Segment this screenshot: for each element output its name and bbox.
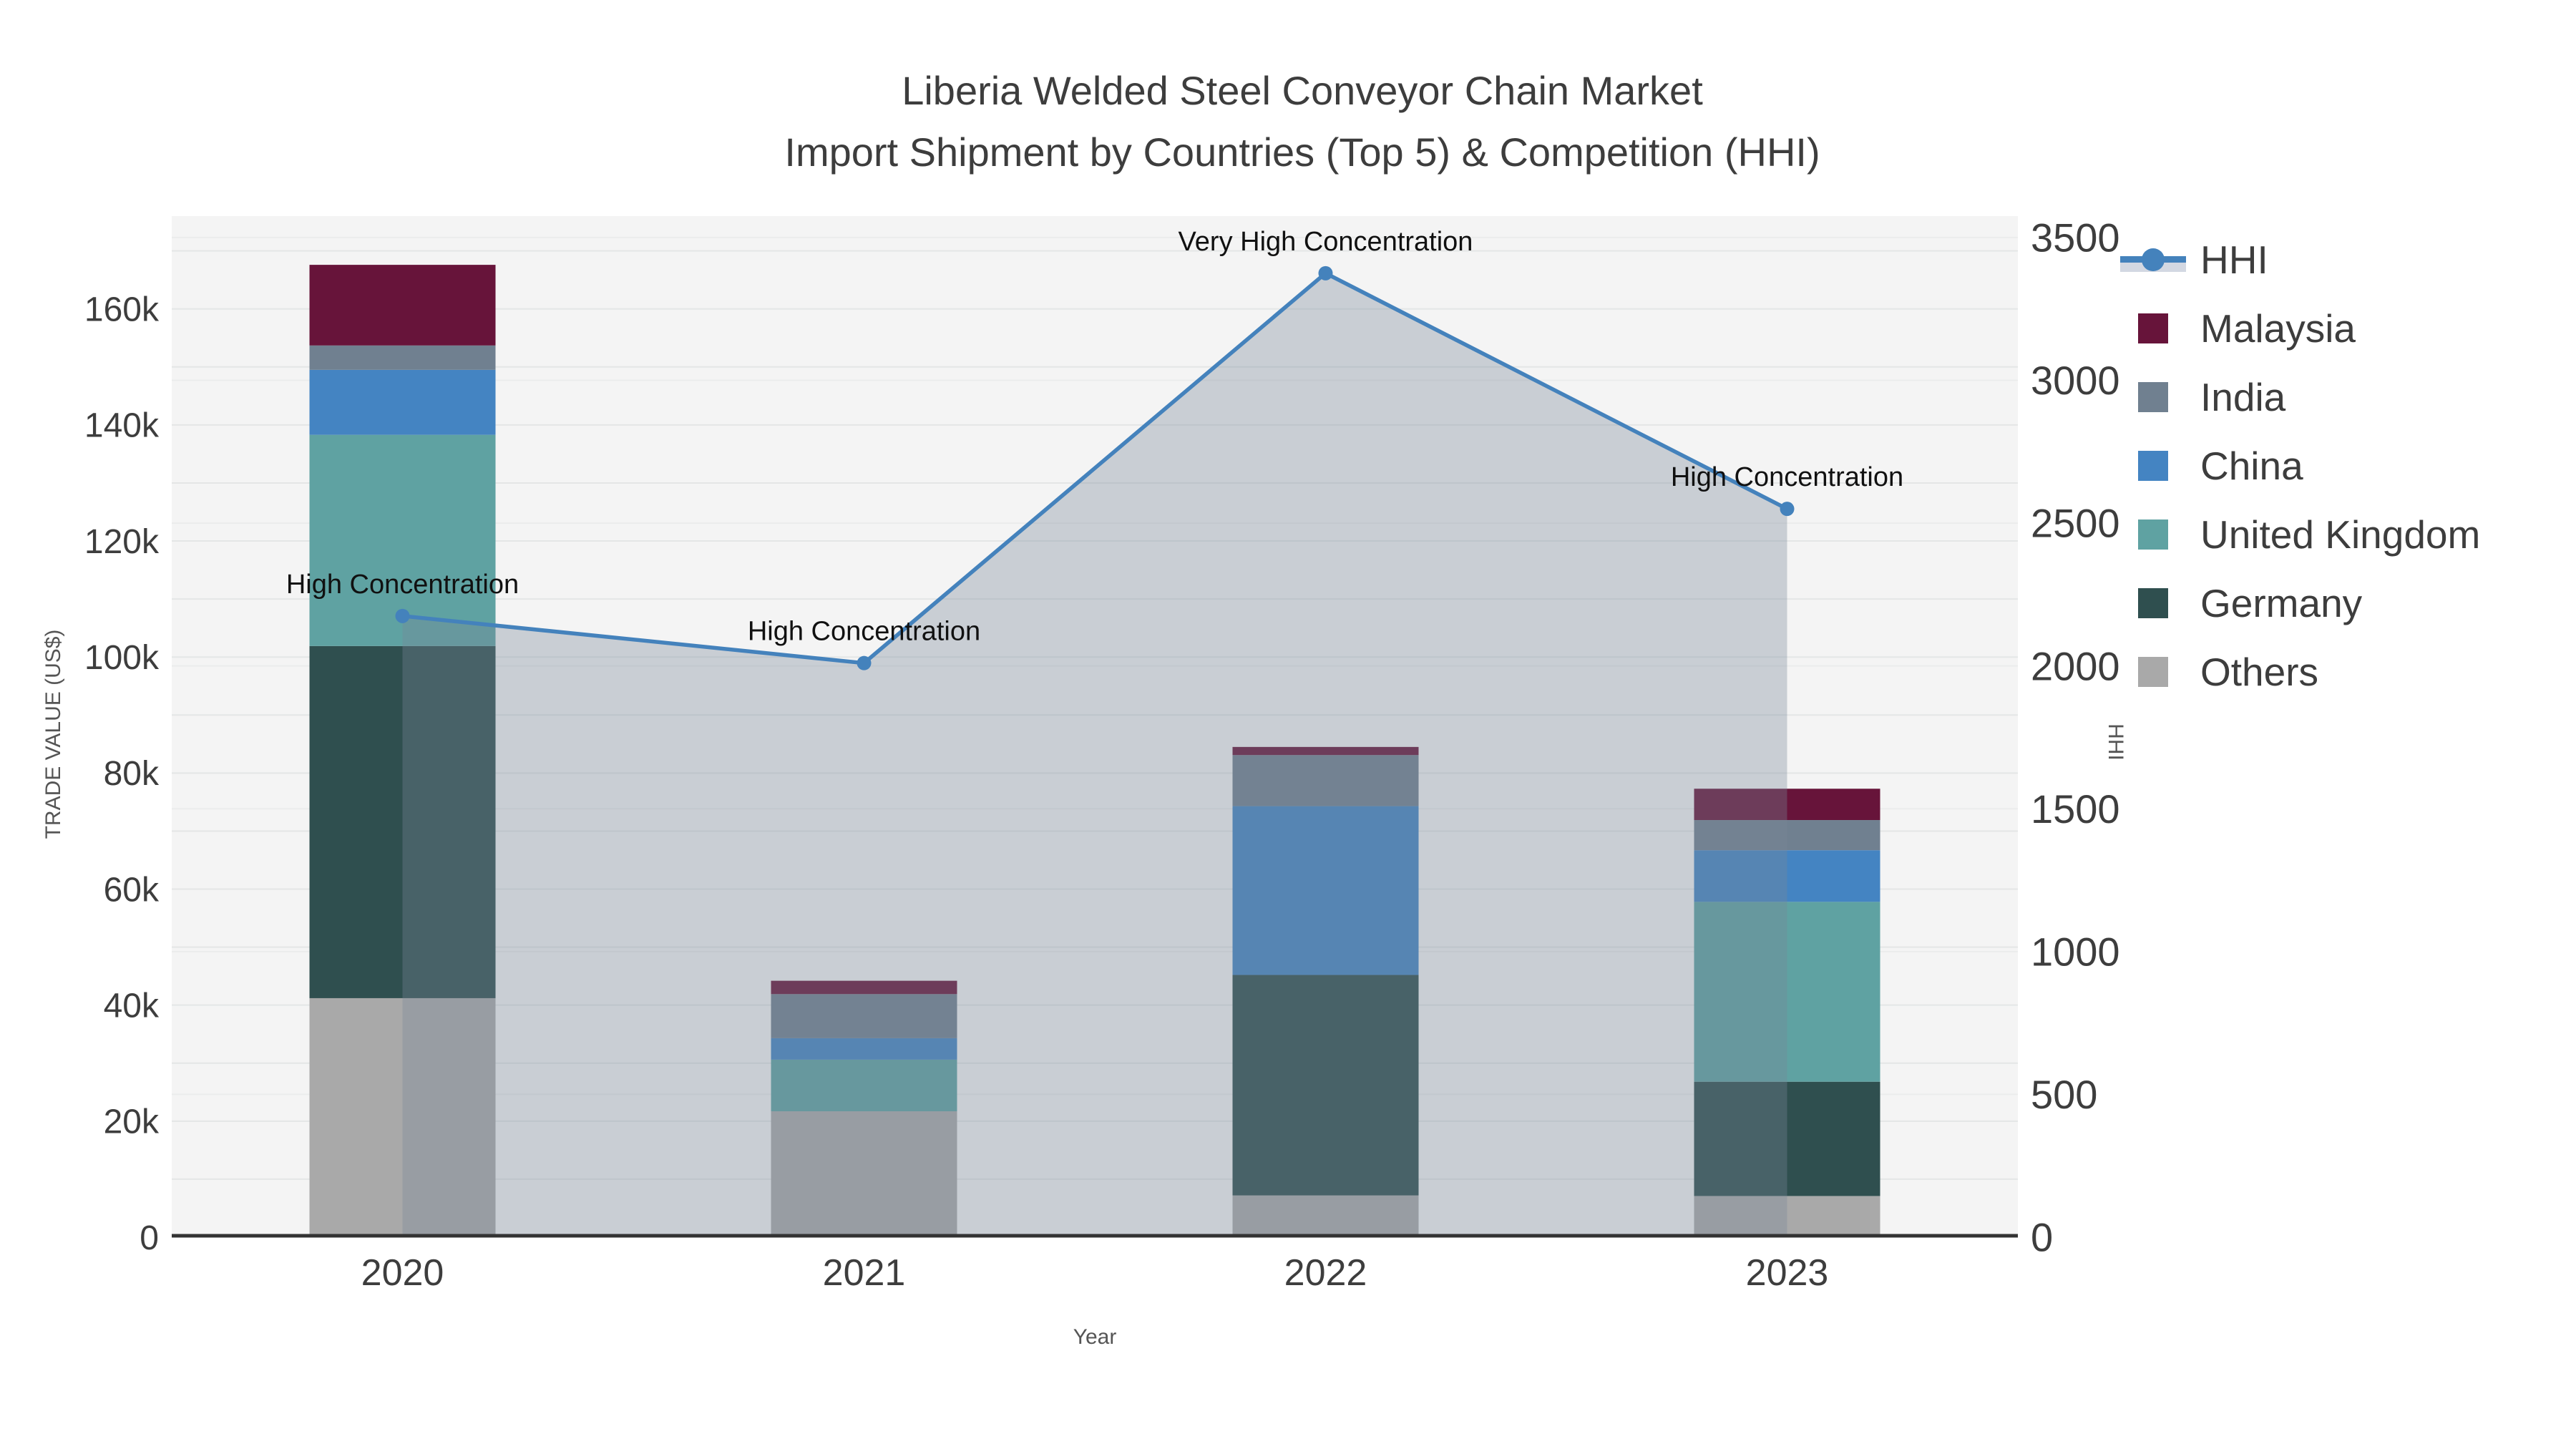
hhi-line-marker-icon — [2120, 243, 2186, 277]
bar-2023-china — [1694, 850, 1880, 902]
color-swatch-icon — [2138, 382, 2168, 412]
legend-swatch-others — [2120, 655, 2186, 689]
legend-label: HHI — [2200, 238, 2268, 282]
legend-hhi-line-icon — [2120, 243, 2186, 277]
legend: HHI Malaysia India China United Kingdom Germa… — [2120, 225, 2480, 706]
bar-2020-others — [309, 997, 496, 1237]
bar-2023-united-kingdom — [1694, 902, 1880, 1082]
color-swatch-icon — [2138, 313, 2168, 343]
bar-2022-india — [1232, 755, 1419, 806]
annotation-2022: Very High Concentration — [1179, 227, 1473, 257]
bar-2021-india — [771, 994, 957, 1038]
hhi-area-fill — [402, 273, 1787, 1237]
bar-2022-others — [1232, 1195, 1419, 1237]
hhi-marker-dot-icon — [2142, 248, 2165, 271]
tick-right-1500: 1500 — [2031, 786, 2120, 831]
legend-item-china[interactable]: China — [2120, 431, 2480, 500]
hhi-marker-2022 — [1318, 265, 1333, 280]
chart-title-line2: Import Shipment by Countries (Top 5) & C… — [784, 130, 1820, 175]
bar-2022-china — [1232, 806, 1419, 975]
tick-left-0: 0 — [140, 1219, 159, 1257]
annotation-2021: High Concentration — [748, 617, 980, 647]
x-axis-title: Year — [1073, 1325, 1117, 1349]
bar-2023-india — [1694, 820, 1880, 851]
tick-left-80k: 80k — [104, 755, 160, 793]
legend-label: India — [2200, 375, 2286, 419]
hhi-marker-2020 — [395, 608, 410, 623]
tick-labels: 0 20k 40k 60k 80k 100k 120k 140k 160k 0 500 1000 150… — [84, 215, 2120, 1294]
bar-2020-china — [309, 369, 496, 435]
legend-label: Malaysia — [2200, 306, 2356, 351]
tick-right-3000: 3000 — [2031, 358, 2120, 403]
tick-left-120k: 120k — [84, 523, 160, 561]
y-axis-title-right: HHI — [2104, 723, 2127, 761]
legend-swatch-china — [2120, 449, 2186, 483]
bar-2021-united-kingdom — [771, 1059, 957, 1112]
legend-swatch-germany — [2120, 586, 2186, 620]
bar-2023-malaysia — [1694, 789, 1880, 821]
legend-swatch-united-kingdom — [2120, 517, 2186, 552]
hhi-marker-2021 — [857, 655, 872, 670]
legend-swatch-malaysia — [2120, 311, 2186, 346]
tick-x-2020: 2020 — [361, 1252, 444, 1294]
color-swatch-icon — [2138, 451, 2168, 481]
legend-label: United Kingdom — [2200, 512, 2481, 557]
legend-item-germany[interactable]: Germany — [2120, 569, 2480, 638]
tick-left-160k: 160k — [84, 291, 160, 329]
legend-item-hhi[interactable]: HHI — [2120, 225, 2480, 294]
legend-item-india[interactable]: India — [2120, 363, 2480, 431]
bar-2021-china — [771, 1038, 957, 1060]
tick-right-2500: 2500 — [2031, 501, 2120, 546]
legend-item-malaysia[interactable]: Malaysia — [2120, 294, 2480, 363]
y-axis-title-left: TRADE VALUE (US$) — [42, 629, 65, 839]
tick-right-2000: 2000 — [2031, 643, 2120, 688]
legend-label: Others — [2200, 650, 2319, 694]
legend-swatch-india — [2120, 380, 2186, 414]
bar-2023-others — [1694, 1196, 1880, 1237]
chart-title-line1: Liberia Welded Steel Conveyor Chain Mark… — [902, 68, 1703, 113]
bar-2020-germany — [309, 645, 496, 998]
tick-right-3500: 3500 — [2031, 215, 2120, 260]
color-swatch-icon — [2138, 588, 2168, 618]
legend-label: Germany — [2200, 581, 2363, 625]
bar-2022-malaysia — [1232, 746, 1419, 756]
chart-title: Liberia Welded Steel Conveyor Chain Mark… — [29, 60, 2576, 183]
hhi-marker-2023 — [1780, 502, 1795, 517]
tick-x-2021: 2021 — [823, 1252, 906, 1294]
color-swatch-icon — [2138, 657, 2168, 687]
bar-2020-malaysia — [309, 265, 496, 346]
legend-label: China — [2200, 444, 2303, 488]
hhi-line — [402, 270, 1788, 665]
tick-right-500: 500 — [2031, 1072, 2097, 1117]
tick-left-20k: 20k — [104, 1103, 160, 1141]
annotation-2020: High Concentration — [286, 570, 519, 600]
bar-2021-malaysia — [771, 980, 957, 995]
tick-left-100k: 100k — [84, 639, 160, 677]
tick-x-2023: 2023 — [1746, 1252, 1829, 1294]
tick-right-0: 0 — [2031, 1215, 2053, 1260]
annotation-2023: High Concentration — [1671, 462, 1903, 492]
legend-item-others[interactable]: Others — [2120, 638, 2480, 706]
bar-2022-germany — [1232, 975, 1419, 1196]
tick-left-60k: 60k — [104, 871, 160, 909]
tick-left-140k: 140k — [84, 407, 160, 445]
tick-left-40k: 40k — [104, 987, 160, 1025]
tick-x-2022: 2022 — [1284, 1252, 1367, 1294]
legend-item-united-kingdom[interactable]: United Kingdom — [2120, 500, 2480, 569]
bar-2020-india — [309, 345, 496, 370]
bar-2021-others — [771, 1111, 957, 1237]
bar-2023-germany — [1694, 1081, 1880, 1196]
tick-right-1000: 1000 — [2031, 929, 2120, 974]
color-swatch-icon — [2138, 519, 2168, 550]
